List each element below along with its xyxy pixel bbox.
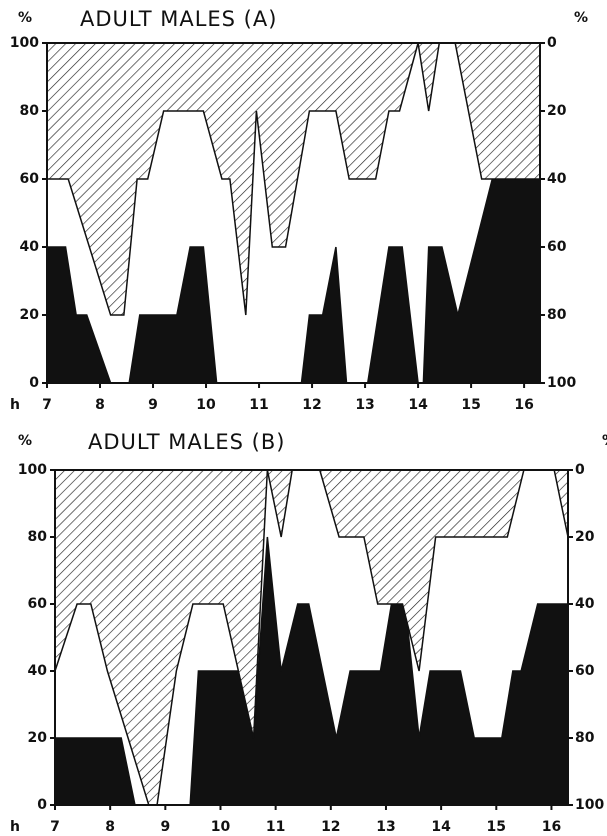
- plot-frame: [46, 42, 541, 384]
- chart-title: ADULT MALES (A): [80, 7, 277, 31]
- y2-axis-label: %: [574, 10, 588, 26]
- x-tick-label: 16: [542, 819, 561, 835]
- x-tick-label: 9: [160, 819, 170, 835]
- x-tick-label: 12: [321, 819, 340, 835]
- hatched-area: [46, 42, 541, 316]
- y2-tick-label: 60: [575, 663, 595, 679]
- y2-tick-label: 40: [575, 596, 595, 612]
- chart-title: ADULT MALES (B): [88, 430, 285, 454]
- x-tick-label: 13: [355, 397, 374, 413]
- x-tick-label: 11: [249, 397, 268, 413]
- plot-frame: [54, 469, 569, 806]
- x-tick-label: 14: [431, 819, 451, 835]
- solid-area: [46, 178, 541, 384]
- x-tick-label: 11: [266, 819, 285, 835]
- y-tick-label: 60: [20, 171, 40, 187]
- x-tick-label: 13: [376, 819, 395, 835]
- y-axis-label: %: [18, 10, 32, 26]
- y2-tick-label: 0: [547, 35, 557, 51]
- x-axis-label: h: [10, 397, 20, 413]
- y-tick-label: 20: [20, 307, 40, 323]
- y2-tick-label: 20: [547, 103, 567, 119]
- chart-panel: ADULT MALES (B)%% h 0 20 40 60 80 100 0 20 40 60 80 1…: [10, 430, 607, 835]
- y2-tick-label: 100: [575, 797, 604, 813]
- x-tick-label: 10: [196, 397, 216, 413]
- y-tick-label: 100: [10, 35, 39, 51]
- x-tick-label: 15: [487, 819, 506, 835]
- y-tick-label: 0: [37, 797, 47, 813]
- y-tick-label: 60: [28, 596, 48, 612]
- x-tick-label: 8: [105, 819, 115, 835]
- y2-tick-label: 80: [575, 730, 595, 746]
- x-tick-label: 9: [148, 397, 158, 413]
- y2-tick-label: 100: [547, 375, 576, 391]
- y-axis-label: %: [18, 433, 32, 449]
- x-tick-label: 7: [50, 819, 60, 835]
- y-tick-label: 80: [20, 103, 40, 119]
- y2-axis-label: %: [602, 433, 607, 449]
- y-tick-label: 40: [28, 663, 48, 679]
- x-axis-label: h: [10, 819, 20, 835]
- x-tick-label: 10: [211, 819, 231, 835]
- y-tick-label: 0: [29, 375, 39, 391]
- x-tick-label: 14: [408, 397, 428, 413]
- x-tick-label: 16: [514, 397, 533, 413]
- y2-tick-label: 40: [547, 171, 567, 187]
- y-tick-label: 100: [18, 462, 47, 478]
- y2-tick-label: 60: [547, 239, 567, 255]
- x-tick-label: 12: [302, 397, 321, 413]
- x-tick-label: 15: [461, 397, 480, 413]
- y-tick-label: 20: [28, 730, 48, 746]
- solid-area: [54, 536, 569, 806]
- x-tick-label: 8: [95, 397, 105, 413]
- y-tick-label: 80: [28, 529, 48, 545]
- x-tick-label: 7: [42, 397, 52, 413]
- y-tick-label: 40: [20, 239, 40, 255]
- y2-tick-label: 0: [575, 462, 585, 478]
- y2-tick-label: 80: [547, 307, 567, 323]
- y2-tick-label: 20: [575, 529, 595, 545]
